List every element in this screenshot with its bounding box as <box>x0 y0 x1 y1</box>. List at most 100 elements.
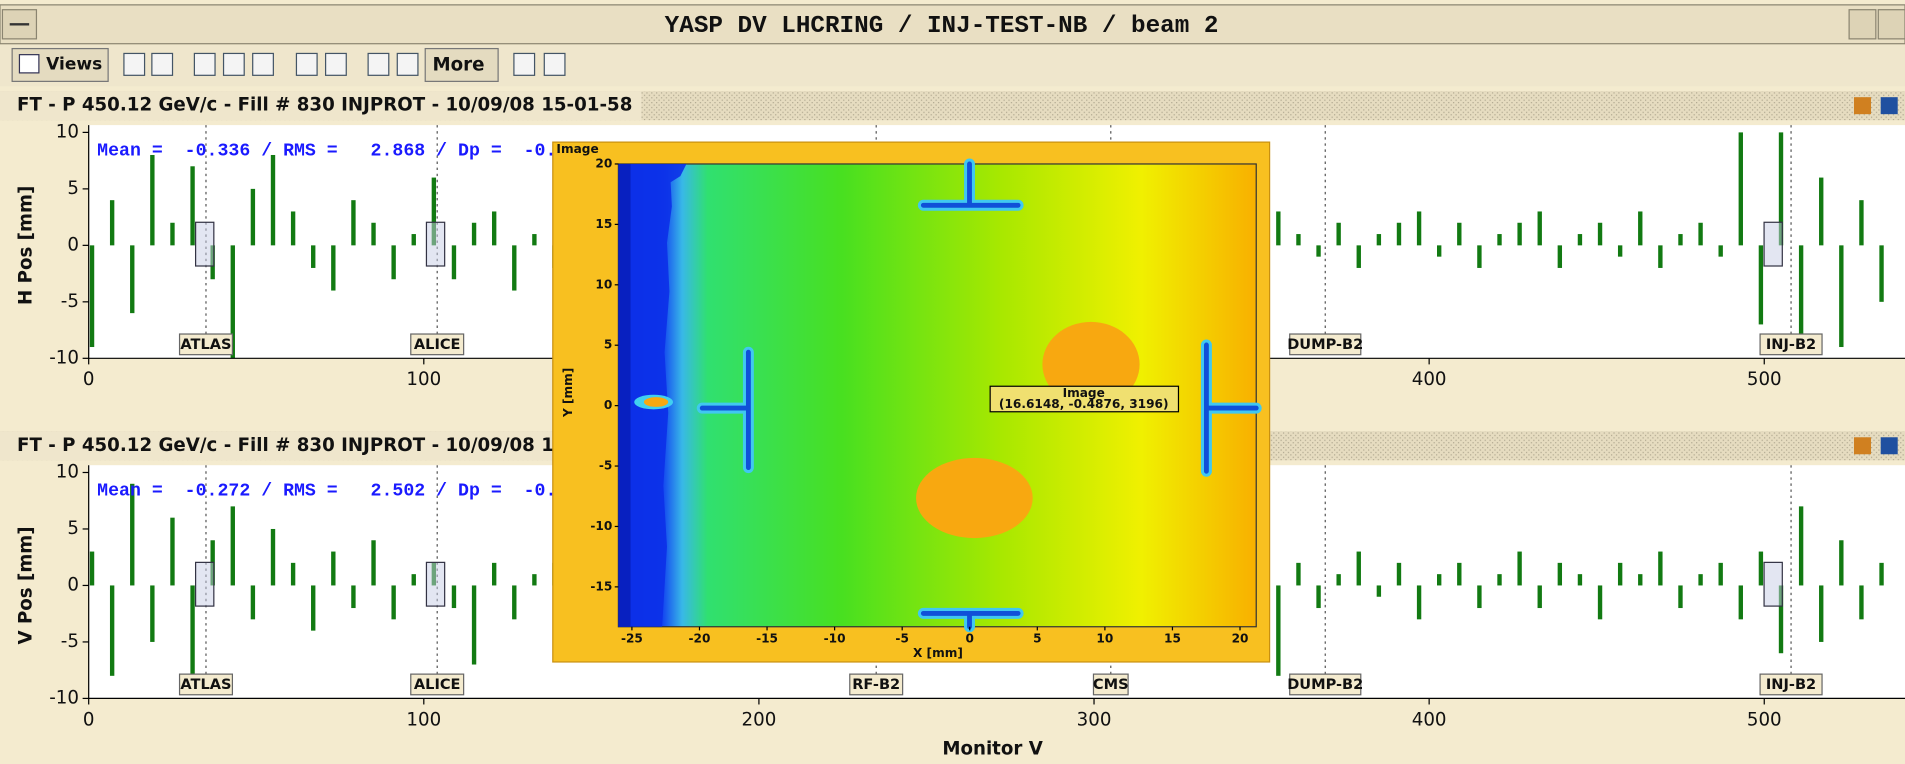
x-axis-label: Monitor V <box>942 738 1043 759</box>
panel-icon[interactable] <box>1854 97 1871 114</box>
bar <box>331 245 335 290</box>
bar <box>1638 574 1642 585</box>
x-tick-label: 500 <box>1747 369 1782 390</box>
bar <box>1377 234 1381 245</box>
bar <box>1336 223 1340 246</box>
bar <box>1678 585 1682 608</box>
bar <box>170 518 174 586</box>
bar <box>1618 245 1622 256</box>
panel-header-text: FT - P 450.12 GeV/c - Fill # 830 INJPROT… <box>17 95 632 116</box>
panel-icon[interactable] <box>1881 97 1898 114</box>
bar <box>351 585 355 608</box>
bar <box>1357 552 1361 586</box>
bar <box>1859 585 1863 619</box>
bar <box>1719 245 1723 256</box>
bar <box>1457 223 1461 246</box>
bar <box>1336 574 1340 585</box>
bar <box>492 563 496 586</box>
bar <box>1698 574 1702 585</box>
bar <box>1879 245 1883 301</box>
tooltip-text: (16.6148, -0.4876, 3196) <box>999 397 1169 411</box>
panel-icon[interactable] <box>1881 437 1898 454</box>
bar <box>110 200 114 245</box>
bar <box>1739 132 1743 245</box>
x-tick-label: -15 <box>756 631 778 645</box>
bar <box>1276 211 1280 245</box>
bar <box>1759 552 1763 586</box>
bar <box>1739 585 1743 619</box>
marker-label: ALICE <box>414 336 461 353</box>
bar <box>130 245 134 313</box>
y-tick-label: -10 <box>49 347 79 368</box>
marker-label: DUMP-B2 <box>1287 676 1363 693</box>
panel-header: FT - P 450.12 GeV/c - Fill # 830 INJPROT… <box>0 91 1905 120</box>
bar <box>1377 585 1381 596</box>
x-tick-label: 0 <box>966 631 974 645</box>
marker-label: INJ-B2 <box>1766 336 1816 353</box>
bar <box>1678 234 1682 245</box>
bar <box>1558 245 1562 268</box>
y-tick-label: 0 <box>67 234 79 255</box>
minimize-button[interactable] <box>1849 10 1876 39</box>
element-box <box>426 562 444 606</box>
bar <box>1839 540 1843 585</box>
bar <box>1457 563 1461 586</box>
more-button[interactable]: More <box>425 49 498 82</box>
marker-label: ATLAS <box>180 676 231 693</box>
bar <box>1578 234 1582 245</box>
y-tick-label: 5 <box>604 338 612 352</box>
y-axis-label: Y [mm] <box>561 368 575 418</box>
bar <box>1296 234 1300 245</box>
bar <box>251 189 255 245</box>
bar <box>1698 223 1702 246</box>
bar <box>1517 223 1521 246</box>
y-tick-label: 20 <box>595 156 612 170</box>
bar <box>1879 563 1883 586</box>
y-tick-label: -5 <box>61 291 79 312</box>
panel-icon[interactable] <box>1854 437 1871 454</box>
bar <box>1598 585 1602 619</box>
bar <box>1558 563 1562 586</box>
bar <box>291 563 295 586</box>
bar <box>412 574 416 585</box>
bar <box>1477 585 1481 608</box>
bar <box>1477 245 1481 268</box>
marker-label: ALICE <box>414 676 461 693</box>
element-box <box>426 222 444 266</box>
bar <box>1859 200 1863 245</box>
bar <box>512 585 516 619</box>
x-tick-label: -5 <box>895 631 908 645</box>
bar <box>1316 245 1320 256</box>
bar <box>150 155 154 245</box>
bar <box>1719 563 1723 586</box>
y-axis-label: V Pos [mm] <box>16 526 37 644</box>
bar <box>1538 211 1542 245</box>
x-tick-label: -10 <box>824 631 846 645</box>
more-label: More <box>433 55 485 76</box>
bar <box>110 585 114 675</box>
bar <box>1638 211 1642 245</box>
bar <box>1819 178 1823 246</box>
y-tick-label: 0 <box>604 398 612 412</box>
x-tick-label: 0 <box>83 709 95 730</box>
panel-header-text: FT - P 450.12 GeV/c - Fill # 830 INJPROT… <box>17 435 567 456</box>
stats-text: Mean = -0.336 / RMS = 2.868 / Dp = -0. <box>97 141 556 161</box>
maximize-button[interactable] <box>1878 10 1905 39</box>
bar <box>1538 585 1542 608</box>
bar <box>1618 563 1622 586</box>
bar <box>1799 506 1803 585</box>
views-button[interactable]: Views <box>12 49 108 82</box>
y-tick-label: -15 <box>590 579 612 593</box>
bar <box>1598 223 1602 246</box>
x-tick-label: -20 <box>689 631 711 645</box>
bar <box>150 585 154 641</box>
bar <box>1799 245 1803 335</box>
x-tick-label: 20 <box>1232 631 1249 645</box>
bar <box>412 234 416 245</box>
y-tick-label: 5 <box>67 178 79 199</box>
bar <box>532 234 536 245</box>
bar <box>1296 563 1300 586</box>
bar <box>90 245 94 347</box>
bar <box>472 585 476 664</box>
